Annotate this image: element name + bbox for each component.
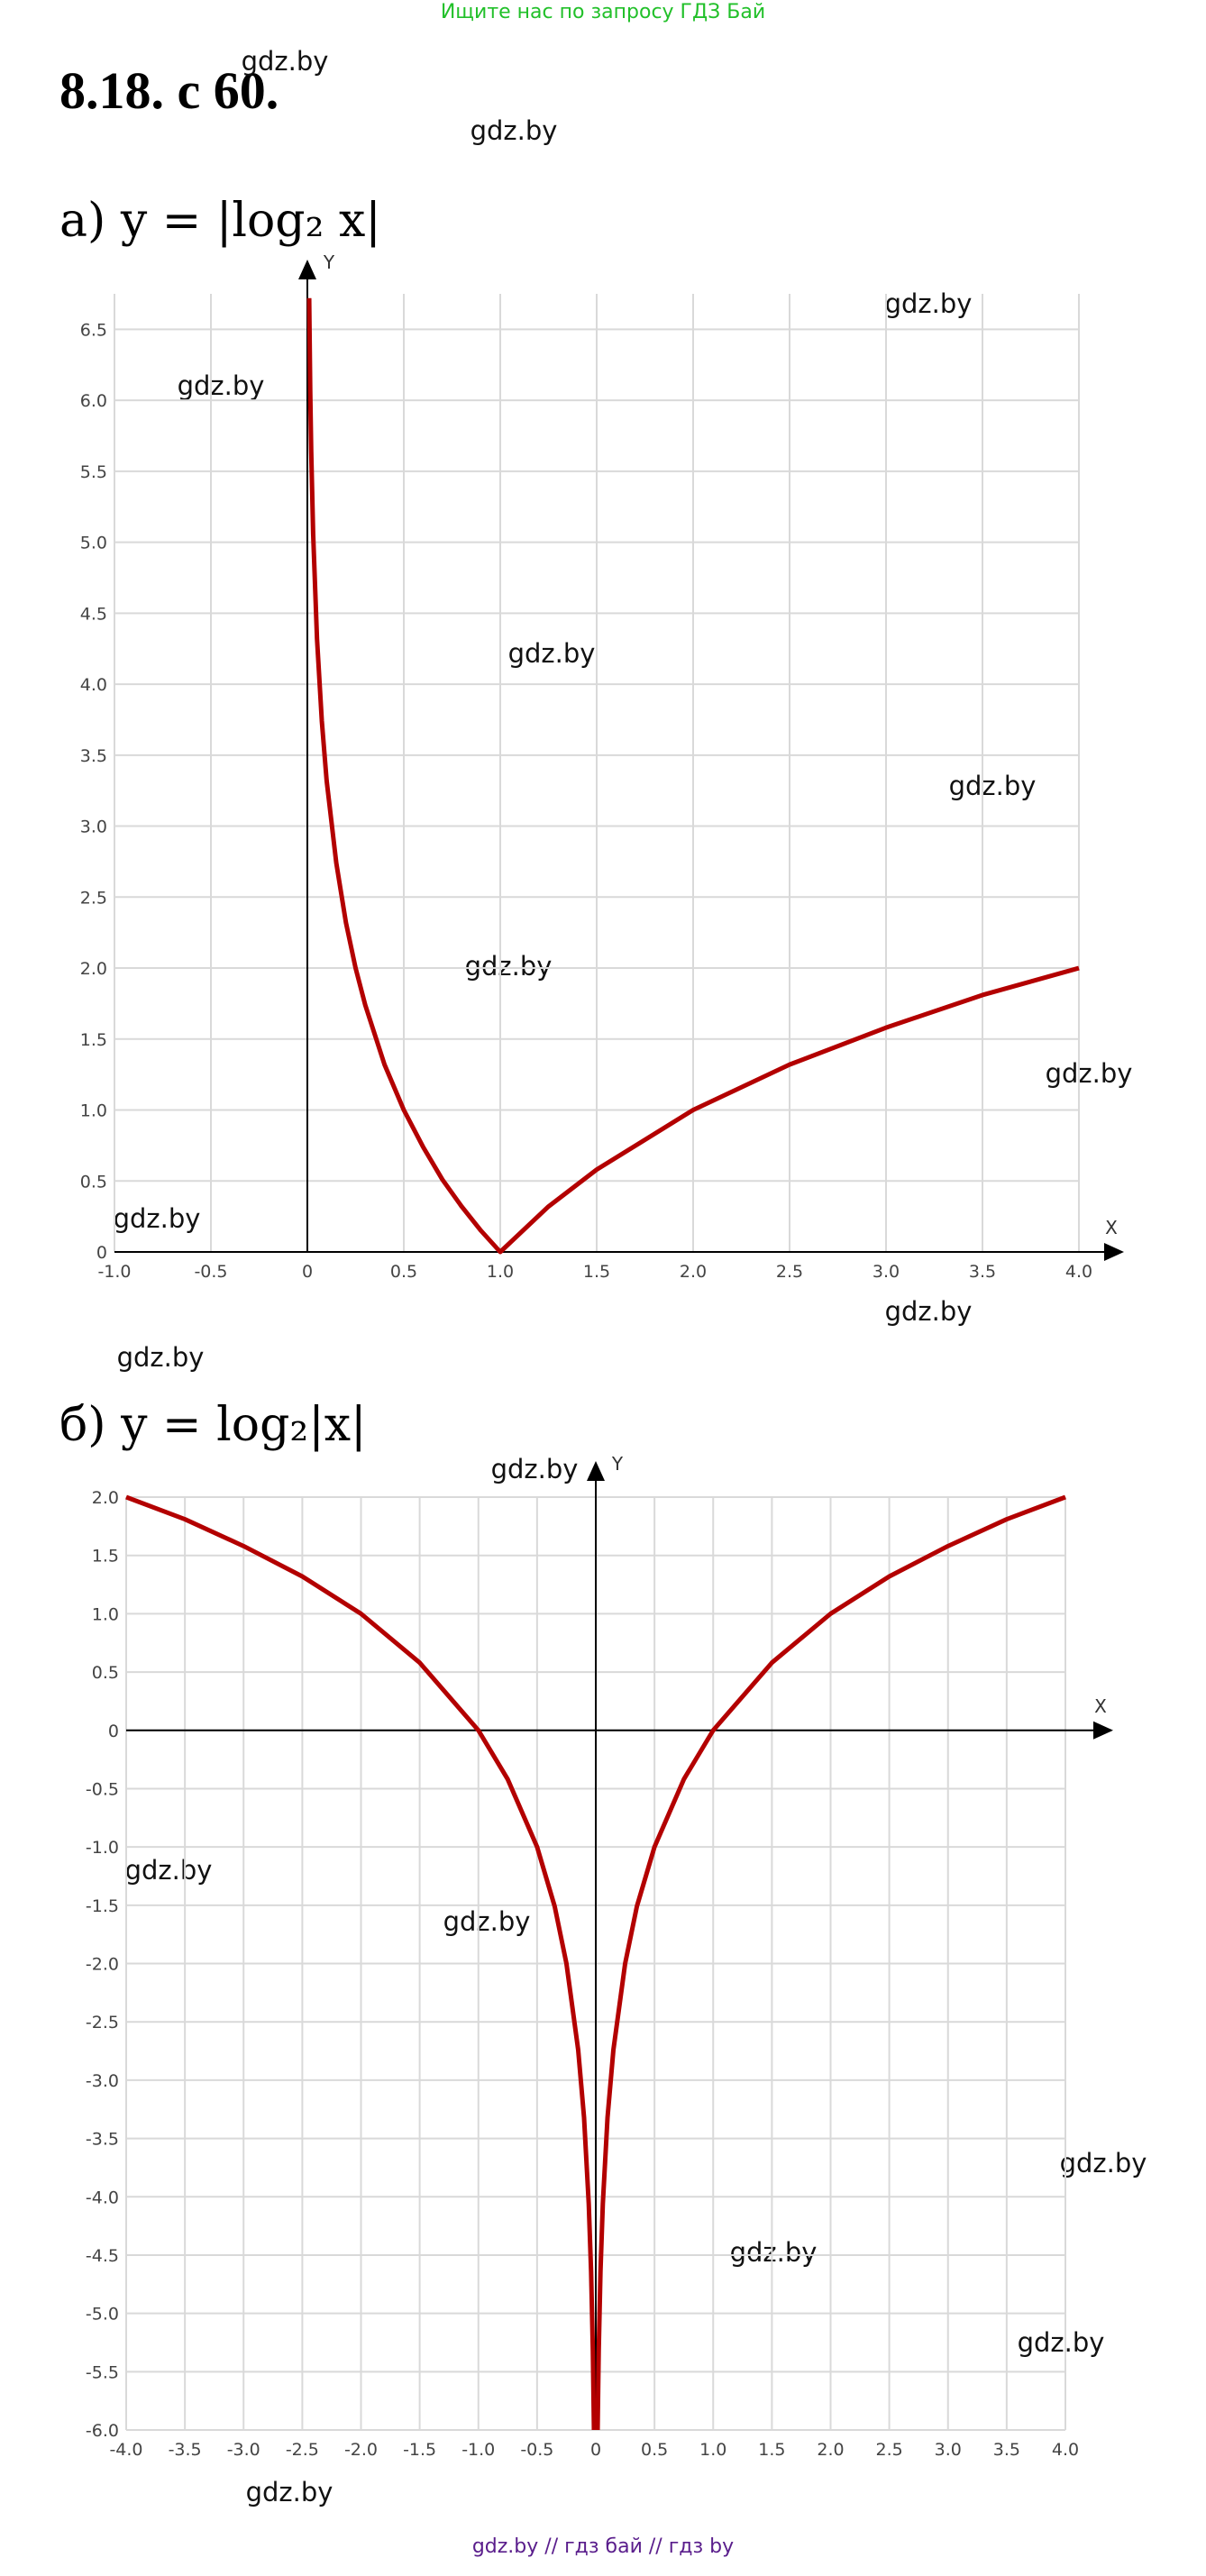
y-axis-label: Y <box>611 1453 624 1475</box>
x-tick-label: -3.0 <box>227 2440 260 2460</box>
heading: 8.18. с 60. <box>59 61 279 120</box>
x-tick-label: -1.5 <box>403 2440 436 2460</box>
watermark: gdz.by <box>242 46 329 77</box>
y-tick-label: 5.0 <box>80 534 107 553</box>
x-tick-label: 2.5 <box>776 1262 803 1282</box>
chart: б) y = log₂|x| -4.0 -3.5 -3.0 -2.5 -2.0 -1.5 -1… <box>59 1398 1113 2460</box>
watermark: gdz.by <box>1018 2327 1105 2358</box>
x-tick-label: -1.0 <box>461 2440 495 2460</box>
x-tick-label: -0.5 <box>520 2440 553 2460</box>
x-tick-label: 0 <box>302 1262 313 1282</box>
y-tick-label: -3.0 <box>86 2071 119 2091</box>
x-tick-label: 1.0 <box>699 2440 726 2460</box>
watermark: gdz.by <box>465 951 553 982</box>
curve <box>125 1494 1066 2431</box>
watermark: gdz.by <box>949 771 1037 801</box>
x-axis-label: X <box>1094 1695 1107 1717</box>
watermark: gdz.by <box>443 1906 531 1937</box>
y-tick-label: 1.0 <box>80 1101 107 1121</box>
y-tick-label: -4.0 <box>86 2188 119 2207</box>
footer[interactable]: gdz.by // гдз бай // гдз by <box>472 2535 734 2558</box>
x-tick-label: 4.0 <box>1052 2440 1079 2460</box>
y-tick-label: 2.0 <box>92 1488 119 1508</box>
y-tick-label: -5.0 <box>86 2305 119 2325</box>
x-tick-label: 2.0 <box>817 2440 844 2460</box>
watermark: gdz.by <box>1046 1058 1133 1089</box>
x-tick-label: 3.0 <box>873 1262 900 1282</box>
watermark: gdz.by <box>178 370 265 401</box>
y-tick-label: 4.5 <box>80 604 107 624</box>
watermark: gdz.by <box>508 638 596 669</box>
y-tick-label: 0.5 <box>92 1663 119 1683</box>
x-tick-label: 1.5 <box>583 1262 610 1282</box>
y-tick-label: 6.5 <box>80 320 107 340</box>
y-tick-label: -1.0 <box>86 1838 119 1858</box>
watermark: gdz.by <box>885 1296 973 1327</box>
x-tick-label: 0.5 <box>641 2440 668 2460</box>
y-tick-label: 4.0 <box>80 675 107 695</box>
x-tick-label: 1.0 <box>487 1262 514 1282</box>
x-tick-label: -3.5 <box>169 2440 202 2460</box>
watermark: gdz.by <box>885 288 973 319</box>
x-tick-label: 0 <box>590 2440 601 2460</box>
y-axis-label: Y <box>323 251 335 273</box>
y-tick-label: -6.0 <box>86 2421 119 2441</box>
watermark: gdz.by <box>246 2477 333 2507</box>
x-tick-label: 3.0 <box>935 2440 962 2460</box>
x-tick-label: 2.0 <box>680 1262 707 1282</box>
x-tick-label: 1.5 <box>758 2440 785 2460</box>
y-tick-label: 2.5 <box>80 888 107 908</box>
x-axis-label: X <box>1105 1217 1118 1238</box>
watermark: gdz.by <box>491 1454 579 1484</box>
x-tick-label: -0.5 <box>194 1262 227 1282</box>
chart-title: а) y = |log₂ x| <box>59 194 381 248</box>
watermark: gdz.by <box>730 2237 818 2268</box>
curve <box>306 297 1080 1255</box>
y-tick-label: -5.5 <box>86 2362 119 2382</box>
x-tick-label: -1.0 <box>97 1262 131 1282</box>
watermark: gdz.by <box>1060 2148 1147 2179</box>
y-tick-label: 0 <box>96 1243 107 1263</box>
x-tick-label: 4.0 <box>1065 1262 1092 1282</box>
banner[interactable]: Ищите нас по запросу ГДЗ Бай <box>441 1 765 23</box>
x-tick-label: -2.5 <box>286 2440 319 2460</box>
y-tick-label: 0 <box>108 1722 119 1741</box>
x-tick-label: 3.5 <box>993 2440 1020 2460</box>
y-tick-label: 1.5 <box>92 1547 119 1567</box>
y-tick-label: -2.5 <box>86 2013 119 2032</box>
watermark: gdz.by <box>117 1342 205 1373</box>
x-tick-label: -2.0 <box>344 2440 378 2460</box>
x-tick-label: 0.5 <box>390 1262 417 1282</box>
watermarks: gdz.by gdz.by gdz.by gdz.by gdz.by gdz.by gdz.… <box>114 46 1147 2507</box>
chart-title: б) y = log₂|x| <box>59 1398 367 1452</box>
y-tick-label: -4.5 <box>86 2246 119 2266</box>
watermark: gdz.by <box>471 115 558 146</box>
y-tick-label: -2.0 <box>86 1955 119 1975</box>
y-tick-label: 2.0 <box>80 959 107 979</box>
y-tick-label: 6.0 <box>80 391 107 411</box>
watermark: gdz.by <box>114 1203 201 1234</box>
y-tick-label: 0.5 <box>80 1172 107 1192</box>
y-tick-label: 1.5 <box>80 1030 107 1050</box>
chart: а) y = |log₂ x| -1.0 -0.5 0 0.5 1.0 1.5 2.0 2.5 3… <box>59 194 1124 1282</box>
y-tick-label: 3.0 <box>80 818 107 837</box>
x-tick-label: -4.0 <box>109 2440 142 2460</box>
watermark: gdz.by <box>125 1855 213 1886</box>
y-tick-label: -3.5 <box>86 2130 119 2150</box>
y-tick-label: -1.5 <box>86 1896 119 1916</box>
y-tick-label: -0.5 <box>86 1779 119 1799</box>
y-tick-label: 5.5 <box>80 462 107 482</box>
x-tick-label: 3.5 <box>969 1262 996 1282</box>
y-tick-label: 1.0 <box>92 1604 119 1624</box>
x-tick-label: 2.5 <box>876 2440 903 2460</box>
y-tick-label: 3.5 <box>80 746 107 766</box>
